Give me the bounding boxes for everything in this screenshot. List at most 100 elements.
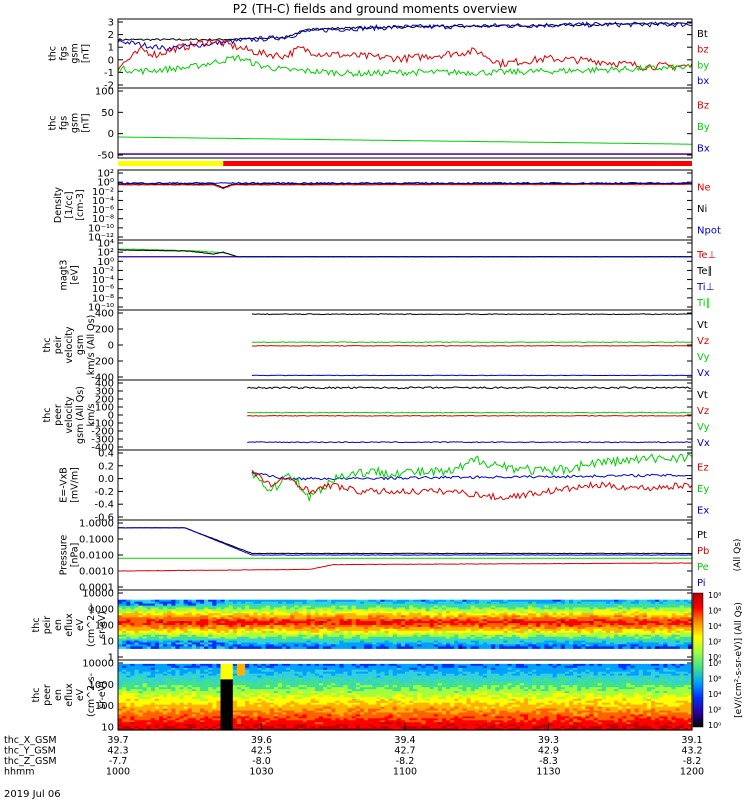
heatmap-cell <box>257 646 262 649</box>
y-tick-label: -200 <box>91 357 114 368</box>
heatmap-cell <box>348 646 353 649</box>
heatmap-cell <box>676 646 681 649</box>
y-tick-label: 100 <box>95 701 114 712</box>
heatmap-cell <box>175 646 180 649</box>
ylabel-line: Pressure <box>59 535 70 576</box>
heatmap-cell <box>577 646 582 649</box>
legend-entry: Ez <box>697 463 709 474</box>
heatmap-cell <box>339 646 344 649</box>
heatmap-cell <box>454 646 459 649</box>
ylabel-line: thc <box>31 688 42 703</box>
heatmap-cell <box>303 646 308 649</box>
ylabel-line: [mV/m] <box>70 467 81 503</box>
heatmap-cell <box>430 646 435 649</box>
heatmap-cell <box>512 646 517 649</box>
heatmap-cell <box>188 646 193 649</box>
legend-entry: Bt <box>697 29 708 40</box>
heatmap-cell <box>311 646 316 649</box>
ylabel-line: velocity <box>64 396 75 434</box>
heatmap-cell <box>544 646 549 649</box>
legend-entry: Pb <box>697 546 709 557</box>
y-tick-label: 10000 <box>82 589 114 600</box>
quality-bar-yellow <box>118 161 223 166</box>
legend-entry: Ti⊥ <box>696 282 714 293</box>
heatmap-cell <box>360 646 365 649</box>
series-group <box>118 22 692 76</box>
ylabel-line: gsm <box>75 335 86 355</box>
quality-bar-red <box>223 161 692 166</box>
ylabel-line: fgs <box>59 116 70 130</box>
heatmap-cell <box>540 646 545 649</box>
series-line-green <box>247 412 691 413</box>
heatmap-cell <box>397 646 402 649</box>
heatmap-cell <box>212 646 217 649</box>
series-line-green <box>252 342 692 343</box>
y-tick-label: 0.0100 <box>79 551 114 562</box>
heatmap-cell <box>495 646 500 649</box>
heatmap-cell <box>667 646 672 649</box>
heatmap-cell <box>376 646 381 649</box>
legend-entry: Te∥ <box>696 266 713 277</box>
heatmap-cell <box>196 646 201 649</box>
heatmap-cell <box>458 646 463 649</box>
heatmap-cell <box>208 646 213 649</box>
y-tick-label: 0.4 <box>98 449 114 460</box>
ylabel-line: [nT] <box>81 113 92 132</box>
y-tick-label: -1 <box>104 68 114 79</box>
series-line-red <box>118 40 692 71</box>
heatmap-cell <box>352 646 357 649</box>
series-line-blue <box>252 472 692 480</box>
heatmap-cell <box>524 646 529 649</box>
heatmap-cell <box>192 646 197 649</box>
heatmap-cell <box>598 646 603 649</box>
heatmap-cell <box>409 646 414 649</box>
heatmap-cell <box>565 646 570 649</box>
heatmap-cell <box>491 646 496 649</box>
series-line-red <box>252 346 692 347</box>
heatmap-cell <box>639 646 644 649</box>
heatmap-cell <box>421 646 426 649</box>
heatmap-cell <box>118 646 123 649</box>
y-tick-label: 200 <box>95 325 114 336</box>
heatmap-cell <box>270 646 275 649</box>
heatmap-cell <box>659 646 664 649</box>
heatmap-cell <box>307 646 312 649</box>
ylabel-line: [cm-3] <box>75 189 86 220</box>
legend-entry: Vx <box>697 438 710 449</box>
series-line-green <box>118 55 692 76</box>
series-line-black <box>252 314 692 315</box>
y-tick-label: 10000 <box>82 659 114 670</box>
heatmap-cell <box>417 646 422 649</box>
y-tick-label: -0.2 <box>94 487 114 498</box>
panel-frame <box>118 310 692 380</box>
series-line-red <box>247 416 691 417</box>
heatmap-cell <box>557 646 562 649</box>
right-label: (All Qs) <box>733 539 743 572</box>
heatmap-cell <box>614 646 619 649</box>
heatmap-cell <box>520 646 525 649</box>
y-tick-label: 0 <box>108 129 114 140</box>
heatmap-cell <box>130 646 135 649</box>
heatmap-cell <box>426 646 431 649</box>
heatmap-cell <box>573 646 578 649</box>
legend-entry: Ey <box>697 484 709 495</box>
legend-entry: Ti∥ <box>696 298 711 309</box>
series-group <box>118 182 692 188</box>
y-tick-label: 0.0 <box>98 474 114 485</box>
heatmap-cell <box>335 646 340 649</box>
heatmap-cell <box>184 646 189 649</box>
heatmap-cell <box>594 646 599 649</box>
y-tick-label: 10 <box>101 723 114 734</box>
heatmap-cell <box>216 646 221 649</box>
heatmap-cell <box>180 646 185 649</box>
heatmap-cell <box>532 646 537 649</box>
ylabel-line: gsm <box>70 43 81 63</box>
legend-entry: Pt <box>697 530 707 541</box>
ylabel-line: thc <box>48 116 59 131</box>
heatmap-cell <box>438 646 443 649</box>
y-tick-label: -0.4 <box>94 500 114 511</box>
heatmap-cell <box>290 646 295 649</box>
y-tick-label: 2 <box>108 30 114 41</box>
